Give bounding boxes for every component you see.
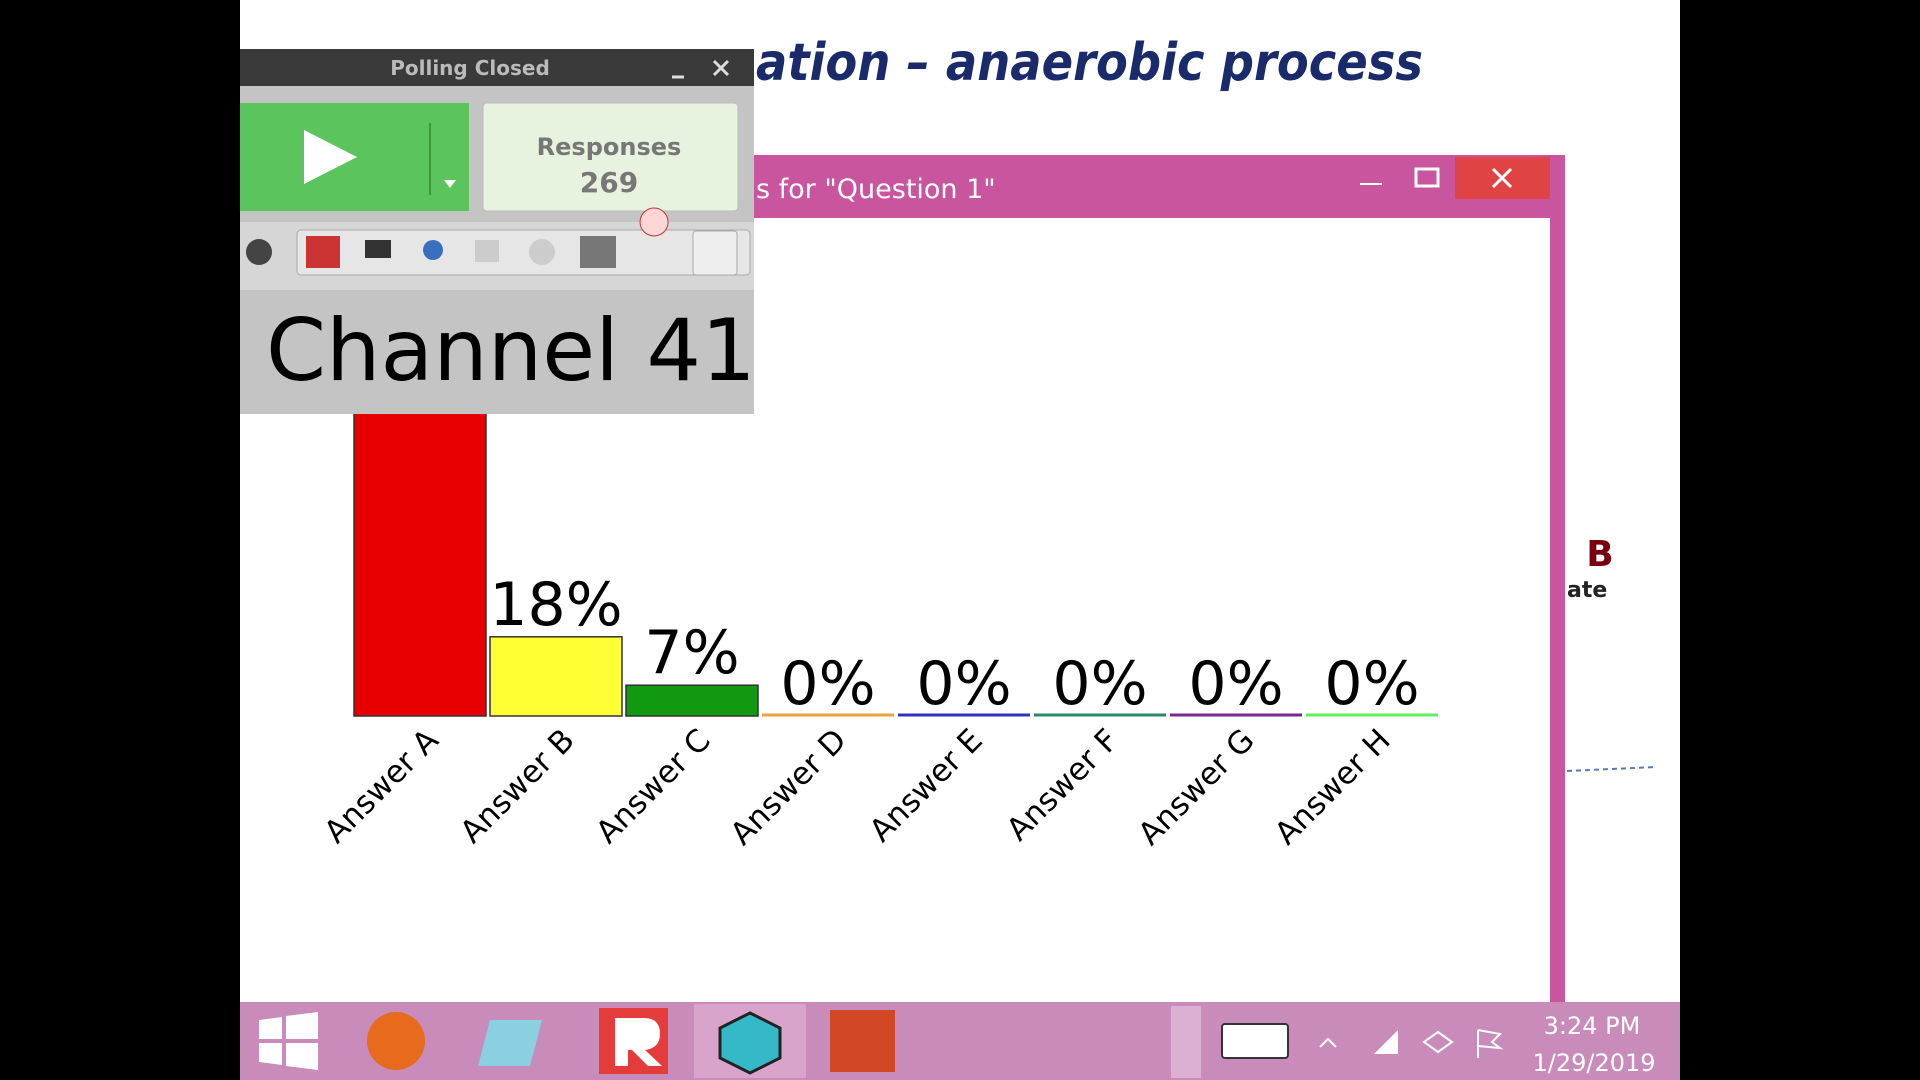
keyboard-icon[interactable] bbox=[1221, 1023, 1289, 1059]
toolbar-group bbox=[296, 229, 751, 276]
bar bbox=[625, 684, 759, 717]
polling-window: Polling Closed Responses 269 Channel 41 bbox=[240, 49, 756, 414]
slide-line bbox=[1566, 766, 1657, 772]
tray-arrow[interactable] bbox=[1319, 1037, 1337, 1048]
bar bbox=[353, 385, 487, 717]
close-icon bbox=[1491, 167, 1513, 189]
cube-icon bbox=[718, 1011, 782, 1075]
clock-date: 1/29/2019 bbox=[1532, 1049, 1655, 1077]
alert-icon[interactable] bbox=[639, 207, 669, 237]
firefox-icon[interactable] bbox=[367, 1012, 425, 1070]
window-border bbox=[1550, 155, 1565, 1005]
value-label: 0% bbox=[1052, 649, 1147, 719]
start-button[interactable] bbox=[259, 1012, 318, 1070]
powerpoint-icon[interactable] bbox=[830, 1010, 895, 1072]
image-icon[interactable] bbox=[580, 236, 616, 268]
participants-icon[interactable] bbox=[423, 240, 443, 260]
window-title: s for "Question 1" bbox=[756, 174, 996, 205]
slide-title: ation – anaerobic process bbox=[756, 33, 1423, 93]
flag-icon[interactable] bbox=[1477, 1029, 1504, 1058]
settings-icon[interactable] bbox=[246, 239, 272, 265]
taskbar bbox=[240, 1002, 1680, 1080]
value-label: 0% bbox=[916, 649, 1011, 719]
value-label: 0% bbox=[1324, 649, 1419, 719]
value-label: 0% bbox=[1188, 649, 1283, 719]
value-label: 18% bbox=[489, 570, 622, 640]
maximize-button[interactable] bbox=[1414, 167, 1440, 188]
signal-icon[interactable] bbox=[1374, 1030, 1398, 1054]
export-icon[interactable] bbox=[692, 230, 738, 276]
grid-icon[interactable] bbox=[475, 240, 499, 262]
windows-logo bbox=[259, 1012, 318, 1070]
bar bbox=[489, 636, 623, 717]
dropbox-icon[interactable] bbox=[1422, 1030, 1454, 1054]
responses-label: Responses bbox=[537, 133, 682, 161]
value-label: 0% bbox=[780, 649, 875, 719]
play-dropdown[interactable] bbox=[444, 180, 456, 188]
play-icon bbox=[304, 130, 357, 184]
chart-icon[interactable] bbox=[306, 236, 340, 268]
scroll[interactable] bbox=[1171, 1006, 1201, 1078]
value-label: 7% bbox=[644, 618, 739, 688]
app-icon[interactable] bbox=[478, 1020, 542, 1066]
globe-icon[interactable] bbox=[529, 239, 555, 265]
polling-close[interactable] bbox=[712, 59, 730, 77]
r-letter bbox=[615, 1018, 662, 1066]
responses-count: 269 bbox=[580, 166, 638, 199]
polling-title: Polling Closed bbox=[390, 56, 550, 80]
slide-letter: B bbox=[1586, 534, 1613, 575]
polling-titlebar bbox=[240, 49, 754, 86]
responses-box bbox=[482, 102, 739, 212]
clock-time: 3:24 PM bbox=[1544, 1012, 1641, 1040]
present-icon[interactable] bbox=[365, 240, 391, 258]
channel: Channel 41 bbox=[266, 301, 756, 401]
slide-text: ate bbox=[1567, 578, 1607, 603]
